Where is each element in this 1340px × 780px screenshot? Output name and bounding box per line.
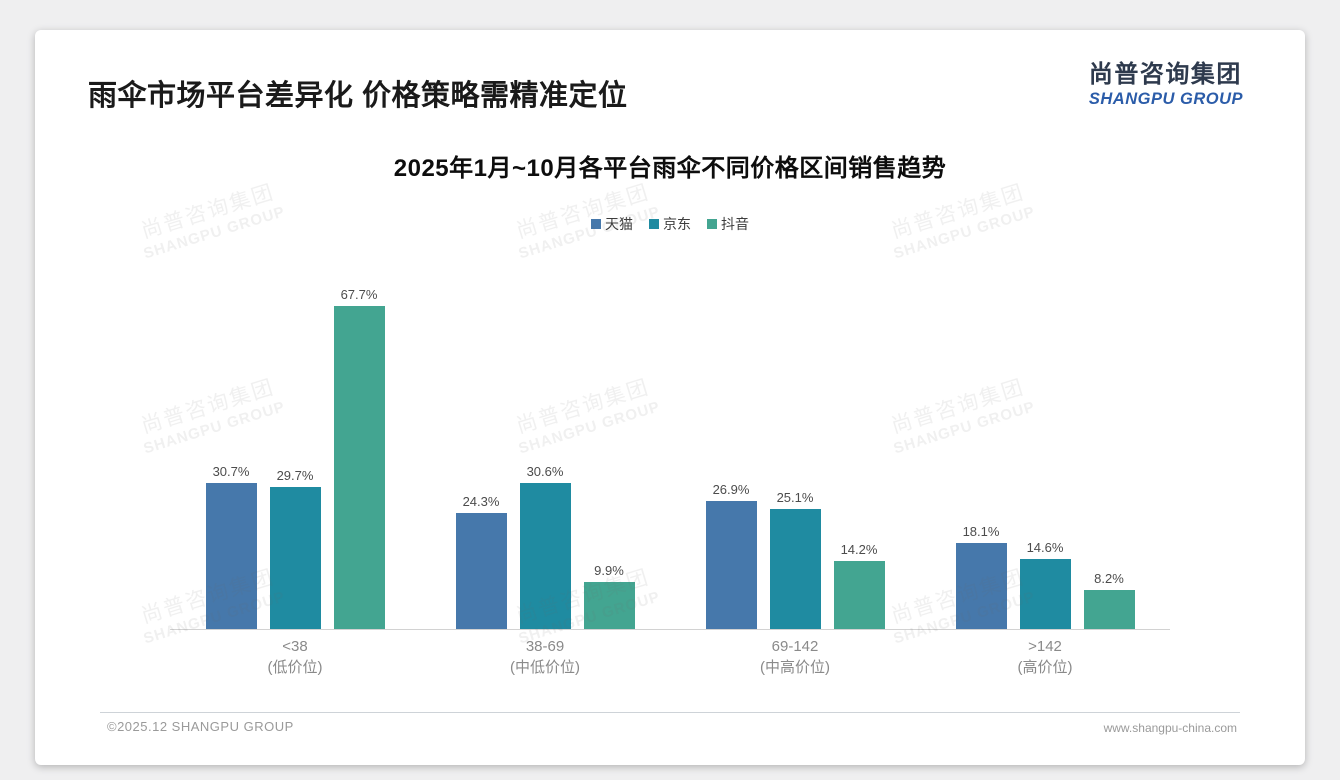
x-axis-label: 38-69 (中低价位): [420, 636, 670, 678]
bar-value-label: 9.9%: [594, 563, 624, 578]
bar-column: 14.6%: [1019, 540, 1071, 629]
company-logo: 尚普咨询集团 SHANGPU GROUP: [1089, 54, 1243, 109]
x-axis-label-tier: (高价位): [1017, 659, 1073, 676]
footer-website: www.shangpu-china.com: [1103, 721, 1237, 735]
legend-item: 抖音: [707, 214, 749, 234]
bar: [205, 483, 257, 629]
bar-value-label: 29.7%: [276, 468, 314, 483]
x-axis-label: <38 (低价位): [170, 636, 420, 678]
page-title: 雨伞市场平台差异化 价格策略需精准定位: [88, 80, 628, 112]
legend-swatch-icon: [591, 219, 601, 229]
bar-column: 24.3%: [455, 494, 507, 629]
bar-column: 26.9%: [705, 482, 757, 629]
bar: [583, 582, 635, 629]
footer-copyright: ©2025.12 SHANGPU GROUP: [107, 719, 294, 734]
slide-card: 雨伞市场平台差异化 价格策略需精准定位 尚普咨询集团 SHANGPU GROUP…: [35, 30, 1305, 765]
x-axis-label-tier: (中低价位): [510, 659, 580, 676]
x-axis-label-tier: (低价位): [267, 659, 323, 676]
bar-value-label: 67.7%: [340, 287, 378, 302]
chart-title: 2025年1月~10月各平台雨伞不同价格区间销售趋势: [393, 155, 947, 182]
bar-column: 18.1%: [955, 524, 1007, 629]
bar-group: 24.3% 30.6% 9.9%: [420, 285, 670, 629]
bar: [1083, 590, 1135, 629]
bar-column: 8.2%: [1083, 571, 1135, 629]
bar-chart-plot-area: 30.7% 29.7% 67.7% 24.3% 30.6% 9.9% 26.9% 25.1% 1…: [170, 285, 1170, 630]
bar-value-label: 24.3%: [462, 494, 500, 509]
bar-group: 30.7% 29.7% 67.7%: [170, 285, 420, 629]
bar: [705, 501, 757, 629]
bar-value-label: 14.2%: [840, 542, 878, 557]
x-axis-label: 69-142 (中高价位): [670, 636, 920, 678]
bar-column: 9.9%: [583, 563, 635, 629]
bar-group: 18.1% 14.6% 8.2%: [920, 285, 1170, 629]
bar: [269, 487, 321, 629]
bar: [455, 513, 507, 629]
legend-label: 天猫: [605, 216, 633, 232]
bar-value-label: 30.7%: [212, 464, 250, 479]
legend-item: 天猫: [591, 214, 633, 234]
x-axis-label-range: <38: [282, 638, 308, 655]
bar-value-label: 18.1%: [962, 524, 1000, 539]
bar-value-label: 26.9%: [712, 482, 750, 497]
x-axis-label-range: 38-69: [525, 638, 565, 655]
legend-item: 京东: [649, 214, 691, 234]
x-axis-label-range: 69-142: [771, 638, 819, 655]
chart-legend: 天猫 京东 抖音: [35, 214, 1305, 234]
bar-column: 25.1%: [769, 490, 821, 629]
legend-label: 抖音: [721, 216, 749, 232]
legend-swatch-icon: [707, 219, 717, 229]
bar-column: 14.2%: [833, 542, 885, 629]
x-axis-label: >142 (高价位): [920, 636, 1170, 678]
bar-column: 67.7%: [333, 287, 385, 629]
bar: [769, 509, 821, 629]
bar-column: 30.6%: [519, 464, 571, 629]
bar-value-label: 8.2%: [1094, 571, 1124, 586]
x-axis-label-range: >142: [1028, 638, 1062, 655]
x-axis-labels: <38 (低价位) 38-69 (中低价位) 69-142 (中高价位) >142 (高价位): [170, 636, 1170, 678]
legend-swatch-icon: [649, 219, 659, 229]
bar-value-label: 30.6%: [526, 464, 564, 479]
logo-english-text: SHANGPU GROUP: [1088, 90, 1243, 108]
bar: [519, 483, 571, 629]
footer-divider: [100, 712, 1240, 713]
bar-column: 30.7%: [205, 464, 257, 629]
x-axis-label-tier: (中高价位): [760, 659, 830, 676]
bar-group: 26.9% 25.1% 14.2%: [670, 285, 920, 629]
bar-value-label: 25.1%: [776, 490, 814, 505]
bar: [833, 561, 885, 629]
legend-label: 京东: [663, 216, 691, 232]
bar: [1019, 559, 1071, 629]
bar-value-label: 14.6%: [1026, 540, 1064, 555]
logo-chinese-text: 尚普咨询集团: [1088, 61, 1242, 88]
bar-column: 29.7%: [269, 468, 321, 629]
bar: [955, 543, 1007, 629]
bar: [333, 306, 385, 629]
